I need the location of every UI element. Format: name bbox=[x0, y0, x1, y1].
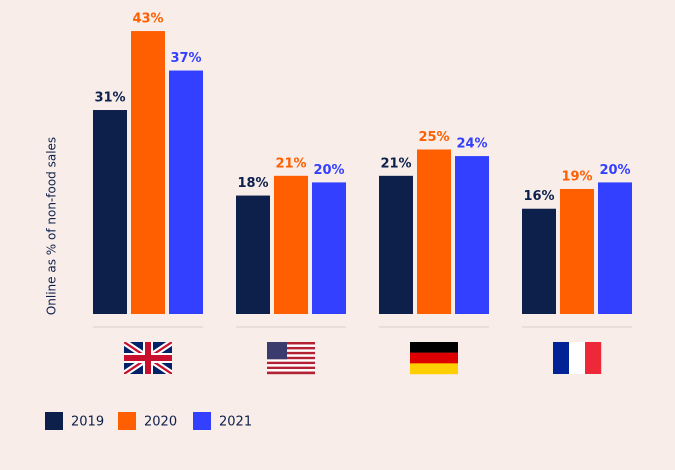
bar bbox=[274, 175, 308, 314]
flag-part bbox=[585, 342, 602, 374]
value-label: 18% bbox=[237, 176, 268, 191]
flag-part bbox=[267, 356, 315, 360]
flag-part bbox=[410, 363, 458, 375]
value-label: 25% bbox=[418, 130, 449, 145]
y-axis-label: Online as % of non-food sales bbox=[45, 137, 59, 315]
flag-part bbox=[267, 359, 315, 362]
value-label: 16% bbox=[523, 189, 554, 204]
legend-label: 2021 bbox=[219, 415, 252, 430]
flag-part bbox=[124, 342, 172, 374]
flag-part bbox=[267, 351, 315, 355]
flag-part bbox=[267, 366, 315, 370]
flag-part bbox=[569, 342, 586, 374]
flag-part bbox=[267, 364, 315, 367]
flag-part bbox=[267, 342, 287, 360]
flag-part bbox=[553, 342, 570, 374]
bar bbox=[169, 70, 203, 314]
flag bbox=[553, 342, 602, 374]
flag-part bbox=[267, 369, 315, 372]
legend-label: 2019 bbox=[71, 415, 104, 430]
legend-label: 2020 bbox=[144, 415, 177, 430]
value-label: 37% bbox=[170, 51, 201, 66]
flag-part bbox=[267, 344, 315, 348]
flag bbox=[124, 342, 172, 374]
bar bbox=[93, 110, 127, 315]
flag bbox=[410, 342, 458, 375]
bar bbox=[417, 149, 451, 314]
value-label: 19% bbox=[561, 169, 592, 184]
bar bbox=[379, 175, 413, 314]
flag-part bbox=[267, 361, 315, 365]
legend-swatch bbox=[193, 412, 211, 430]
flag-body bbox=[124, 342, 172, 374]
flag-part bbox=[410, 342, 458, 353]
flag-part bbox=[267, 354, 315, 357]
flag bbox=[267, 342, 315, 375]
value-label: 21% bbox=[380, 156, 411, 171]
flag-part bbox=[267, 349, 315, 353]
value-label: 31% bbox=[94, 91, 125, 106]
bar bbox=[522, 208, 556, 314]
value-label: 21% bbox=[275, 156, 306, 171]
legend-swatch bbox=[45, 412, 63, 430]
value-label: 20% bbox=[599, 163, 630, 178]
legend-swatch bbox=[118, 412, 136, 430]
flag-part bbox=[267, 342, 315, 345]
value-label: 43% bbox=[132, 12, 163, 27]
bar bbox=[312, 182, 346, 314]
value-label: 24% bbox=[456, 137, 487, 152]
bar bbox=[455, 156, 489, 314]
flag-part bbox=[267, 346, 315, 350]
bar bbox=[560, 188, 594, 314]
flag-part bbox=[267, 371, 315, 375]
flag-part bbox=[410, 352, 458, 364]
bar bbox=[131, 31, 165, 315]
bar bbox=[598, 182, 632, 314]
value-label: 20% bbox=[313, 163, 344, 178]
bar bbox=[236, 195, 270, 314]
